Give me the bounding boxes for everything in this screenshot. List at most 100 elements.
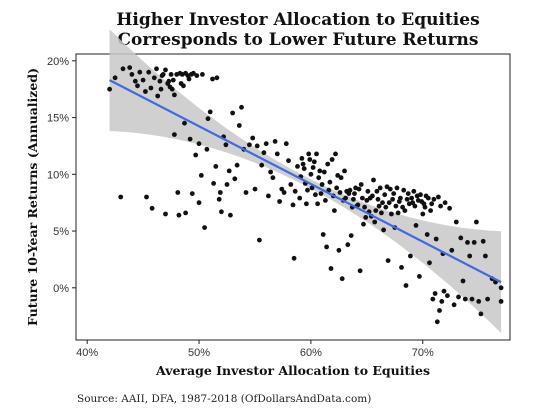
y-tick-label: 10% <box>47 169 69 181</box>
data-point <box>143 89 148 94</box>
data-point <box>320 232 326 237</box>
data-point <box>151 75 157 81</box>
data-point <box>288 182 294 187</box>
plot-area <box>75 29 511 341</box>
data-point <box>127 65 133 70</box>
data-point <box>234 162 240 168</box>
data-point <box>243 190 249 195</box>
data-point <box>160 72 166 77</box>
data-point <box>434 319 440 325</box>
data-point <box>236 123 242 128</box>
data-point <box>471 240 477 245</box>
data-point <box>348 233 354 239</box>
data-point <box>189 191 195 197</box>
data-point <box>204 146 210 152</box>
data-point <box>307 157 313 162</box>
data-point <box>428 208 433 214</box>
data-point <box>247 142 252 148</box>
x-axis-ticks: 40% 50% 60% 70% <box>76 340 434 359</box>
x-axis-title: Average Investor Allocation to Equities <box>155 363 430 378</box>
data-point <box>404 196 410 202</box>
data-point <box>456 294 461 300</box>
data-point <box>441 288 447 294</box>
data-point <box>216 196 222 202</box>
data-point <box>347 187 353 193</box>
data-point <box>375 196 381 202</box>
data-point <box>345 242 351 248</box>
data-point <box>332 208 337 214</box>
data-point <box>433 236 439 242</box>
data-point <box>395 210 401 216</box>
y-axis-ticks: 0% 5% 10% 15% 20% <box>47 56 76 295</box>
data-point <box>226 168 232 174</box>
data-point <box>365 188 371 194</box>
data-point <box>485 296 490 302</box>
data-point <box>182 120 187 126</box>
data-point <box>191 70 196 76</box>
data-point <box>268 169 273 175</box>
data-point <box>425 195 431 201</box>
trend-line <box>109 79 502 284</box>
data-point <box>210 76 215 82</box>
x-tick-label: 60% <box>300 347 322 359</box>
data-point <box>386 200 392 206</box>
data-point <box>270 175 276 181</box>
data-point <box>154 66 159 72</box>
data-point <box>205 116 211 122</box>
data-point <box>373 208 379 214</box>
data-point <box>315 201 320 207</box>
data-point <box>144 194 149 200</box>
data-point <box>382 192 388 198</box>
data-point <box>176 212 182 218</box>
data-point <box>498 299 504 304</box>
data-point <box>291 255 297 261</box>
data-point <box>310 165 316 170</box>
data-point <box>398 195 403 201</box>
data-point <box>187 136 193 142</box>
data-point <box>476 299 482 304</box>
data-point <box>193 152 199 158</box>
data-point <box>480 238 486 244</box>
data-point <box>157 78 163 84</box>
data-point <box>306 151 312 157</box>
data-point <box>175 190 181 195</box>
data-point <box>169 86 175 92</box>
data-point <box>297 195 303 201</box>
data-point <box>172 92 177 98</box>
data-point <box>356 186 362 192</box>
data-point <box>313 192 318 198</box>
data-point <box>379 210 384 216</box>
data-point <box>483 253 488 259</box>
data-point <box>224 182 230 187</box>
data-point <box>250 135 256 141</box>
source-note: Source: AAII, DFA, 1987-2018 (OfDollarsA… <box>77 393 371 405</box>
data-point <box>328 266 334 271</box>
data-point <box>281 190 287 195</box>
data-point <box>394 185 400 191</box>
data-point <box>355 202 361 208</box>
data-point <box>319 182 325 187</box>
data-point <box>478 311 484 317</box>
data-point <box>418 192 423 198</box>
y-tick-label: 5% <box>53 226 69 238</box>
data-point <box>279 186 285 192</box>
data-point <box>299 156 305 161</box>
data-point <box>445 293 450 299</box>
data-point <box>333 151 338 157</box>
data-point <box>371 177 376 183</box>
data-point <box>408 253 413 259</box>
data-point <box>420 211 426 217</box>
data-point <box>358 182 364 187</box>
data-point <box>211 181 217 186</box>
y-tick-label: 0% <box>53 283 69 295</box>
data-point <box>429 201 435 207</box>
data-point <box>163 211 168 217</box>
data-point <box>361 221 366 227</box>
x-tick-label: 70% <box>412 347 434 359</box>
data-point <box>362 204 367 210</box>
data-point <box>321 169 327 175</box>
data-point <box>498 285 504 291</box>
data-point <box>449 247 455 253</box>
data-point <box>422 204 428 210</box>
data-point <box>196 200 202 206</box>
